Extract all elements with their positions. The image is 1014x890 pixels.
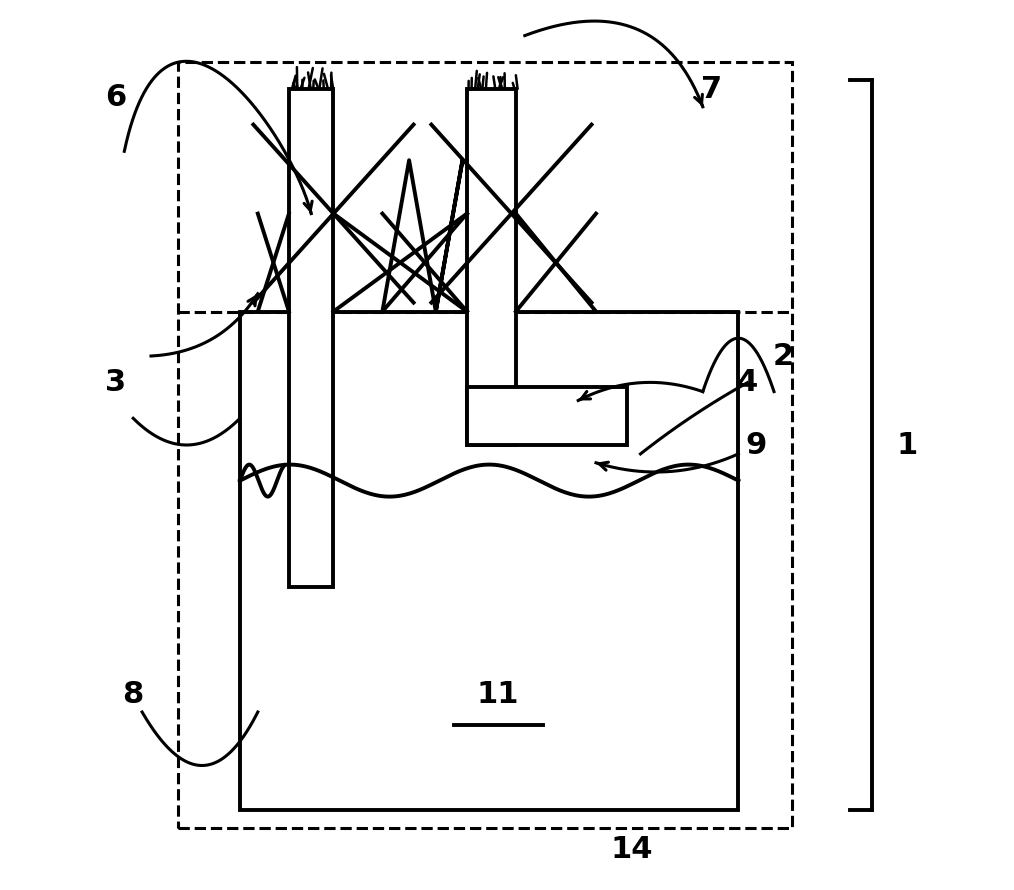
Bar (467, 387, 627, 445)
Text: 1: 1 (896, 431, 918, 459)
Text: 6: 6 (104, 84, 126, 112)
Bar (289, 89, 334, 587)
Text: 4: 4 (737, 368, 757, 397)
Text: 11: 11 (477, 680, 519, 708)
Text: 3: 3 (104, 368, 126, 397)
Text: 2: 2 (773, 342, 794, 370)
Text: 8: 8 (123, 680, 144, 708)
Text: 9: 9 (745, 431, 767, 459)
Text: 7: 7 (701, 75, 722, 103)
Text: 14: 14 (610, 836, 653, 864)
Bar (240, 312, 738, 810)
Bar (177, 62, 792, 828)
Bar (467, 89, 516, 445)
